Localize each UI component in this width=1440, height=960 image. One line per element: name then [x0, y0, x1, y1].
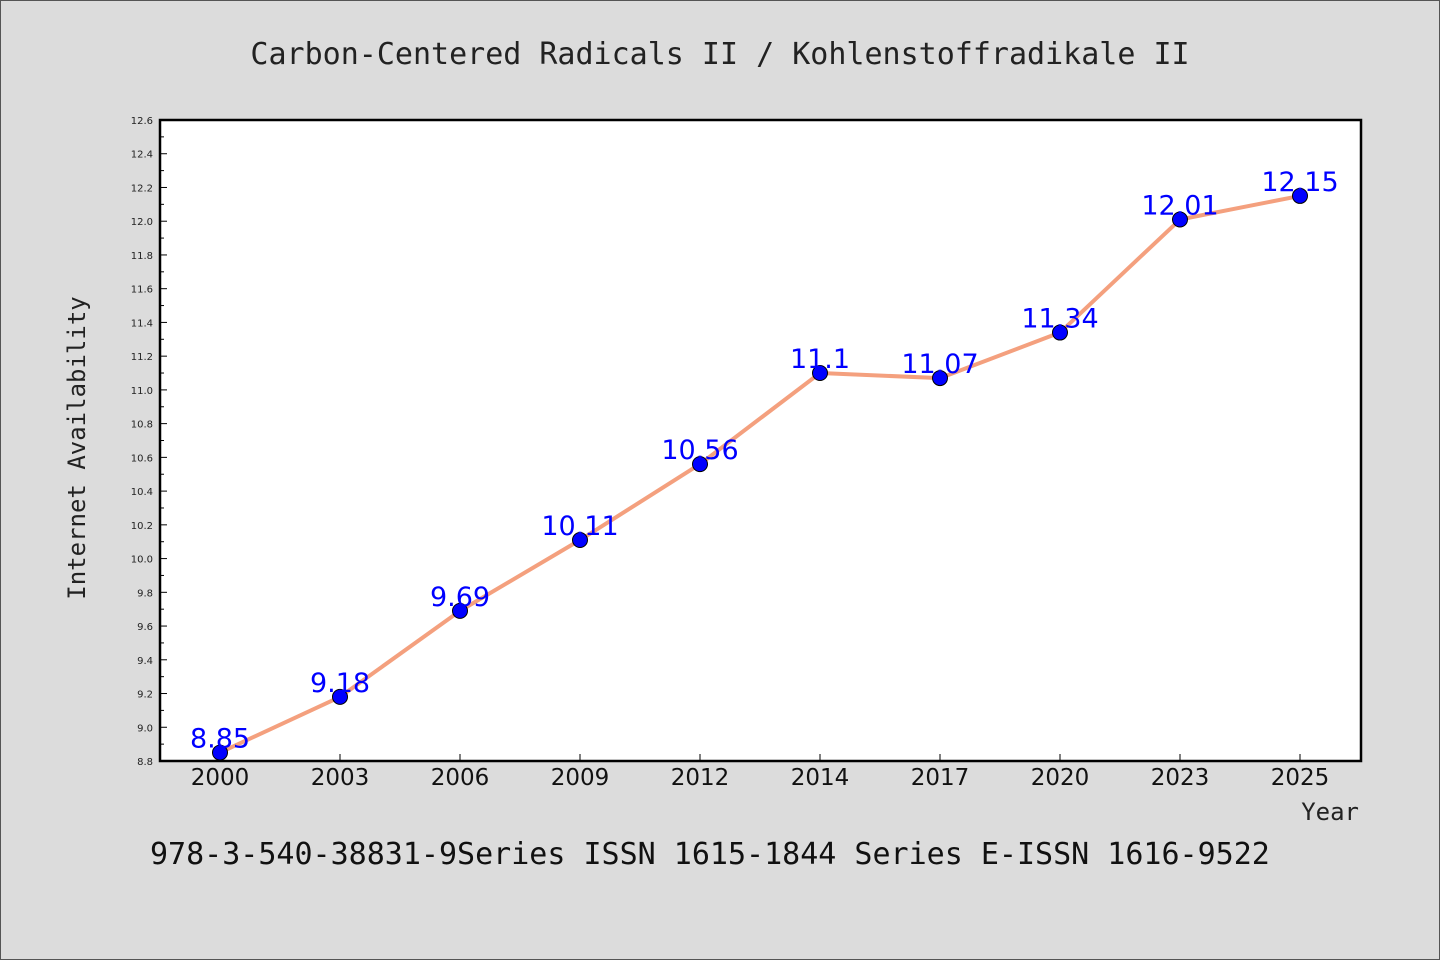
- y-tick-label: 8.8: [137, 757, 153, 768]
- data-markers: [212, 187, 1308, 761]
- x-tick-label: 2014: [791, 765, 850, 791]
- y-tick-label: 11.0: [131, 386, 153, 397]
- series-line: [219, 193, 1301, 755]
- data-label: 9.18: [310, 668, 370, 699]
- x-tick-label: 2000: [191, 765, 250, 791]
- x-tick-label: 2020: [1031, 765, 1090, 791]
- x-tick-label: 2017: [911, 765, 970, 791]
- data-label: 9.69: [430, 582, 490, 613]
- x-tick-label: 2025: [1271, 765, 1330, 791]
- x-tick-label: 2006: [431, 765, 490, 791]
- y-tick-label: 11.2: [131, 352, 153, 363]
- data-label: 8.85: [190, 724, 250, 755]
- y-tick-label: 10.2: [131, 521, 153, 532]
- y-tick-label: 12.4: [131, 150, 153, 161]
- y-tick-label: 9.2: [137, 690, 153, 701]
- y-tick-label: 9.4: [137, 656, 153, 667]
- y-axis-label: Internet Availability: [63, 296, 91, 599]
- y-tick-label: 12.6: [131, 116, 153, 127]
- data-label: 12.15: [1261, 167, 1338, 198]
- data-point: [212, 744, 228, 761]
- data-point: [452, 602, 468, 619]
- data-point: [692, 456, 708, 473]
- data-point: [332, 688, 348, 705]
- data-label: 11.07: [901, 349, 978, 380]
- data-label: 11.34: [1021, 304, 1098, 335]
- y-tick-label: 10.0: [131, 555, 153, 566]
- data-point: [1052, 324, 1068, 341]
- plot-area: [158, 118, 1363, 763]
- series-line-group: [219, 193, 1301, 755]
- y-tick-label: 10.6: [131, 453, 153, 464]
- y-tick-label: 10.4: [131, 487, 153, 498]
- data-point: [932, 370, 948, 387]
- y-tick-label: 11.6: [131, 285, 153, 296]
- x-axis-label: Year: [1301, 798, 1359, 826]
- data-point: [812, 365, 828, 382]
- x-tick-label: 2023: [1151, 765, 1210, 791]
- x-tick-label: 2009: [551, 765, 610, 791]
- data-point: [1172, 211, 1188, 228]
- data-point: [572, 532, 588, 549]
- data-labels: 8.85 9.18 9.69 10.11 10.56 11.1 11.07 11.34 12.0…: [190, 167, 1339, 755]
- x-tick-label: 2003: [311, 765, 370, 791]
- footer-isbn-text: 978-3-540-38831-9Series ISSN 1615-1844 S…: [150, 837, 1270, 872]
- y-tick-label: 10.8: [131, 420, 153, 431]
- x-axis: 2000 2003 2006 2009 2012 2014 2017 2020 2023 2025: [191, 754, 1330, 791]
- x-tick-label: 2012: [671, 765, 730, 791]
- data-label: 10.11: [541, 511, 618, 542]
- y-tick-label: 9.6: [137, 622, 153, 633]
- data-label: 11.1: [790, 344, 850, 375]
- y-axis: 8.8 9.0 9.2 9.4 9.6 9.8 10.0 10.2 10.4 10.6 10.8 11…: [131, 116, 167, 768]
- chart-title: Carbon-Centered Radicals II / Kohlenstof…: [250, 37, 1189, 72]
- y-tick-label: 11.8: [131, 251, 153, 262]
- data-label: 12.01: [1141, 191, 1218, 222]
- data-point: [1292, 187, 1308, 204]
- y-tick-label: 12.0: [131, 217, 153, 228]
- y-tick-label: 11.4: [131, 318, 153, 329]
- y-tick-label: 9.0: [137, 723, 153, 734]
- y-tick-label: 12.2: [131, 183, 153, 194]
- y-tick-label: 9.8: [137, 588, 153, 599]
- data-label: 10.56: [661, 435, 738, 466]
